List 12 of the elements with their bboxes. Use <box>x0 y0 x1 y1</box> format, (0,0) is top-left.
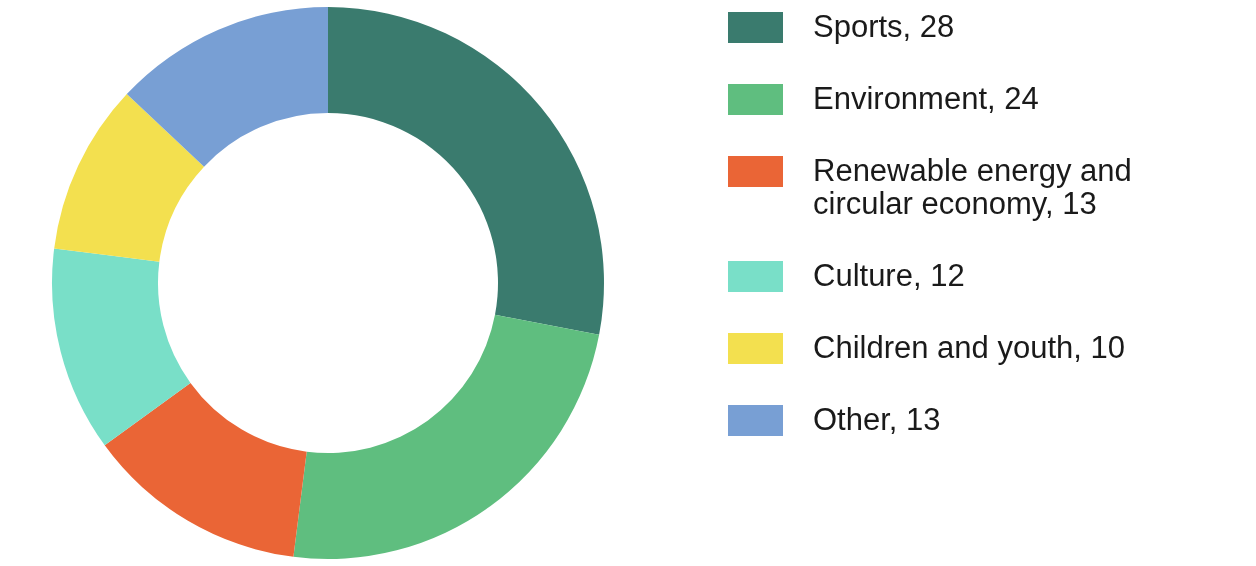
legend-label: Renewable energy and circular economy, 13 <box>813 152 1132 221</box>
legend-label: Culture, 12 <box>813 257 965 293</box>
donut-slice <box>52 248 191 446</box>
legend-label: Children and youth, 10 <box>813 329 1125 365</box>
donut-slice <box>104 382 307 557</box>
legend-label: Sports, 28 <box>813 8 955 44</box>
donut-slice <box>54 94 205 262</box>
legend-label: Other, 13 <box>813 401 941 437</box>
donut-slice <box>293 314 600 559</box>
legend-label: Environment, 24 <box>813 80 1039 116</box>
donut-slice <box>328 7 604 335</box>
donut-slice <box>126 7 328 167</box>
